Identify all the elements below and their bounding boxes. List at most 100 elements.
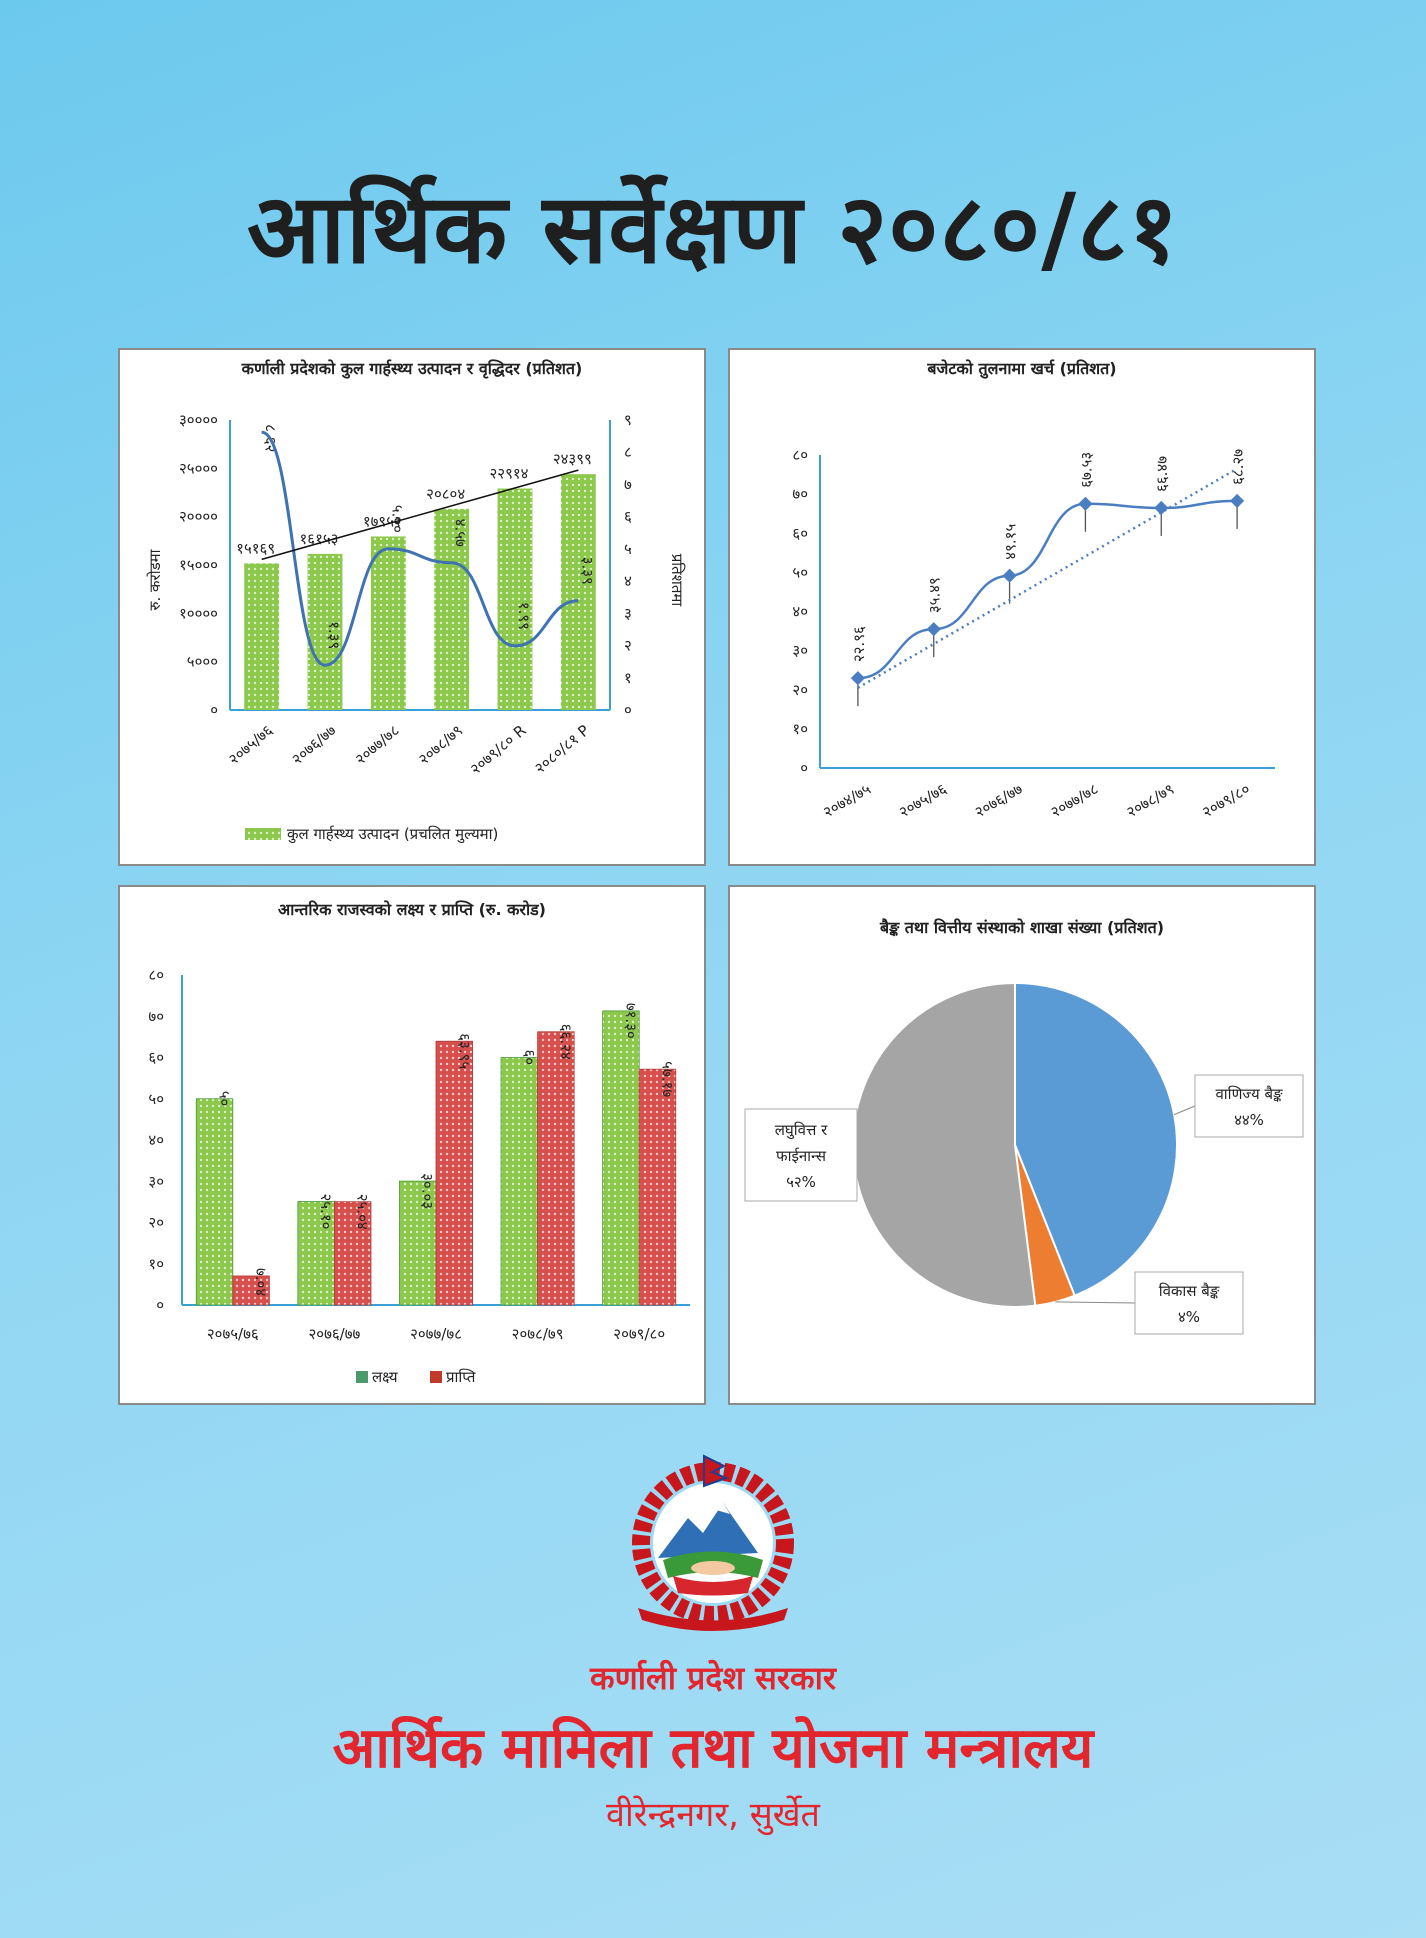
x-tick-label: २०७९/८० bbox=[1199, 780, 1253, 822]
y-tick-label: ५००० bbox=[187, 653, 218, 671]
actual-bar bbox=[537, 1031, 575, 1306]
growth-value-label: ५.०० bbox=[388, 505, 406, 533]
actual-value-label: ५७.१७ bbox=[658, 1061, 676, 1097]
y-tick-label: २५००० bbox=[179, 459, 218, 477]
y-tick-label: ५० bbox=[148, 1090, 164, 1108]
gdp-chart: कर्णाली प्रदेशको कुल गार्हस्थ्य उत्पादन … bbox=[146, 359, 686, 844]
pie-slice-value: ५२% bbox=[786, 1173, 816, 1191]
target-bar bbox=[500, 1057, 538, 1306]
y-tick-label: ० bbox=[800, 759, 808, 777]
y2-tick-label: ८ bbox=[624, 443, 632, 461]
x-tick-label: २०८०/८१ P bbox=[531, 721, 593, 777]
x-tick-label: २०७६/७७ bbox=[308, 1325, 360, 1343]
budget-value-label: ६७.५३ bbox=[1077, 452, 1095, 488]
target-bar bbox=[297, 1201, 335, 1306]
budget-value-label: ६८.२७ bbox=[1229, 449, 1247, 485]
location-text: वीरेन्द्रनगर, सुर्खेत bbox=[606, 1795, 820, 1835]
actual-bar bbox=[333, 1201, 372, 1306]
gdp-bar bbox=[307, 553, 343, 710]
pie-slice-name: वाणिज्य बैङ्क bbox=[1215, 1085, 1283, 1103]
pie-callout-box bbox=[744, 1108, 858, 1202]
legend-swatch-target bbox=[356, 1371, 368, 1383]
gdp-value-label: १७९५२ bbox=[363, 512, 402, 530]
target-value-label: ३०.०३ bbox=[419, 1173, 437, 1209]
y-tick-label: ३० bbox=[792, 642, 808, 660]
y2-tick-label: ९ bbox=[624, 411, 632, 429]
bank-branch-pie-chart: बैङ्क तथा वित्तीय संस्थाको शाखा संख्या (… bbox=[744, 918, 1304, 1335]
y-tick-label: ८० bbox=[792, 446, 808, 464]
chart-title: बैङ्क तथा वित्तीय संस्थाको शाखा संख्या (… bbox=[879, 918, 1164, 937]
budget-value-label: ३५.४९ bbox=[926, 577, 944, 613]
revenue-chart-panel: आन्तरिक राजस्वको लक्ष्य र प्राप्ति (रु. … bbox=[118, 885, 706, 1405]
budget-value-label: ४९.१५ bbox=[1002, 524, 1020, 560]
budget-point bbox=[1154, 500, 1169, 516]
gdp-bar bbox=[244, 563, 280, 710]
y2-tick-label: २ bbox=[624, 637, 632, 655]
budget-point bbox=[1078, 496, 1093, 511]
gdp-bar bbox=[370, 536, 406, 710]
y-tick-label: ७० bbox=[148, 1007, 164, 1025]
chart-title: आन्तरिक राजस्वको लक्ष्य र प्राप्ति (रु. … bbox=[278, 900, 546, 919]
x-tick-label: २०७६/७७ bbox=[288, 721, 339, 768]
x-tick-label: २०७५/७६ bbox=[225, 721, 276, 768]
pie-callout-box bbox=[1134, 1271, 1244, 1335]
gdp-value-label: २४३९९ bbox=[553, 450, 592, 468]
gdp-value-label: १५१६९ bbox=[236, 539, 275, 557]
pie-slice-value: ४४% bbox=[1234, 1111, 1264, 1129]
x-tick-label: २०७७/७८ bbox=[352, 721, 403, 768]
legend-label: कुल गार्हस्थ्य उत्पादन (प्रचलित मुल्यमा) bbox=[287, 825, 498, 844]
page-title: आर्थिक सर्वेक्षण २०८०/८१ bbox=[247, 173, 1179, 285]
y-tick-label: ७० bbox=[792, 485, 808, 503]
y-tick-label: ० bbox=[210, 701, 218, 719]
y-tick-label: ६० bbox=[148, 1049, 164, 1067]
budget-point bbox=[1002, 568, 1017, 583]
x-tick-label: २०७८/७९ bbox=[512, 1325, 564, 1343]
y-tick-label: २० bbox=[148, 1214, 164, 1232]
actual-bar bbox=[232, 1275, 270, 1306]
x-tick-label: २०७८/७९ bbox=[415, 721, 466, 768]
pie-slice-name: फाईनान्स bbox=[776, 1147, 827, 1165]
y2-tick-label: १ bbox=[624, 669, 632, 687]
x-tick-label: २०७५/७६ bbox=[896, 780, 950, 822]
gdp-bar bbox=[560, 474, 596, 710]
budget-point bbox=[926, 622, 941, 637]
chart-title: कर्णाली प्रदेशको कुल गार्हस्थ्य उत्पादन … bbox=[241, 359, 583, 379]
budget-line bbox=[857, 499, 1238, 680]
y-axis-label: रु. करोडमा bbox=[146, 548, 164, 610]
y-tick-label: ४० bbox=[792, 603, 808, 621]
growth-value-label: १.३९ bbox=[325, 621, 343, 649]
actual-bar bbox=[638, 1068, 677, 1306]
budget-point bbox=[850, 671, 865, 686]
gdp-value-label: २२९१४ bbox=[489, 464, 528, 482]
pie-slice-value: ४% bbox=[1178, 1308, 1200, 1326]
actual-bar bbox=[435, 1040, 473, 1306]
y-tick-label: २०००० bbox=[179, 508, 218, 526]
gdp-value-label: २०८०४ bbox=[426, 485, 465, 503]
pie-leader-line bbox=[1055, 1301, 1136, 1304]
y-tick-label: ० bbox=[156, 1296, 164, 1314]
target-value-label: ६० bbox=[520, 1050, 538, 1066]
actual-value-label: २५.०४ bbox=[354, 1194, 372, 1230]
chart-title: बजेटको तुलनामा खर्च (प्रतिशत) bbox=[926, 359, 1116, 379]
legend-swatch-actual bbox=[430, 1371, 442, 1383]
gdp-bar bbox=[434, 508, 470, 710]
budget-expenditure-chart: बजेटको तुलनामा खर्च (प्रतिशत) ० १० २० ३० ४० ५०… bbox=[792, 359, 1275, 822]
target-value-label: ५० bbox=[216, 1091, 234, 1107]
y2-tick-label: ४ bbox=[624, 572, 632, 590]
bank-chart-panel: बैङ्क तथा वित्तीय संस्थाको शाखा संख्या (… bbox=[728, 885, 1316, 1405]
y-tick-label: ६० bbox=[792, 524, 808, 542]
y-tick-label: ५० bbox=[792, 563, 808, 581]
budget-trendline bbox=[857, 467, 1238, 689]
budget-value-label: २२.९६ bbox=[850, 626, 868, 662]
legend-label-target: लक्ष्य bbox=[372, 1368, 398, 1386]
pie-callout-box bbox=[1194, 1074, 1304, 1138]
budget-chart-panel: बजेटको तुलनामा खर्च (प्रतिशत) ० १० २० ३० ४० ५०… bbox=[728, 348, 1316, 866]
target-bar bbox=[602, 1010, 640, 1306]
x-tick-label: २०७८/७९ bbox=[1123, 780, 1177, 822]
y-tick-label: ८० bbox=[148, 966, 164, 984]
growth-value-label: १.९९ bbox=[515, 602, 533, 630]
nepal-emblem-logo bbox=[632, 1454, 794, 1631]
budget-point bbox=[1230, 493, 1245, 508]
gdp-trendline bbox=[261, 469, 579, 561]
y-tick-label: १० bbox=[792, 720, 808, 738]
